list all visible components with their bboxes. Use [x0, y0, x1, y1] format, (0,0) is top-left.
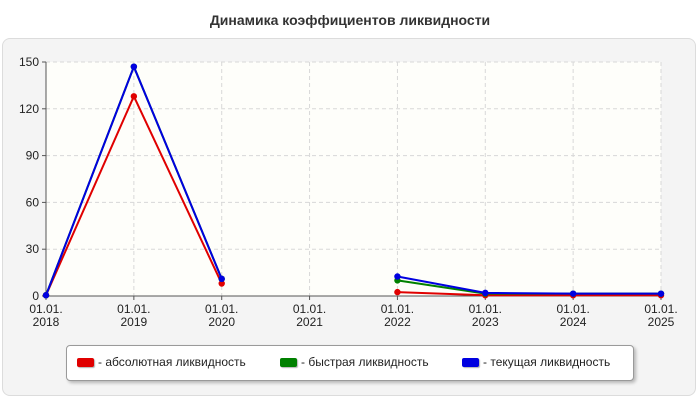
series-line-2: [397, 275, 661, 295]
legend-swatch-absolute: [77, 357, 94, 367]
x-tick-label: 01.01.: [556, 302, 589, 316]
data-point-2: [130, 63, 138, 70]
legend-label-quick: - быстрая ликвидность: [301, 355, 429, 369]
x-tick-label: 2019: [121, 315, 148, 329]
x-tick-label: 2018: [33, 315, 60, 329]
x-tick-label: 2024: [560, 315, 587, 329]
legend-swatch-current: [462, 357, 479, 367]
x-tick-label: 01.01.: [644, 302, 677, 316]
data-point-2: [394, 273, 401, 280]
x-tick-label: 01.01.: [381, 302, 414, 316]
x-tick-label: 01.01.: [205, 302, 238, 316]
data-point-2: [569, 290, 577, 297]
x-tick-label: 01.01.: [293, 302, 326, 316]
x-tick-label: 2022: [384, 315, 411, 329]
chart-legend: - абсолютная ликвидность - быстрая ликви…: [66, 345, 634, 381]
y-tick-label: 30: [26, 242, 40, 256]
legend-label-absolute: - абсолютная ликвидность: [98, 355, 246, 369]
legend-item-absolute: - абсолютная ликвидность: [77, 354, 246, 370]
y-tick-label: 0: [32, 289, 39, 303]
x-tick-label: 2021: [296, 315, 323, 329]
data-point-0: [394, 288, 401, 296]
legend-label-current: - текущая ликвидность: [483, 355, 611, 369]
x-tick-label: 01.01.: [117, 302, 150, 316]
x-tick-label: 2025: [648, 315, 675, 329]
y-tick-label: 120: [19, 102, 39, 116]
plot-area: [46, 62, 661, 296]
legend-item-quick: - быстрая ликвидность: [280, 354, 429, 370]
x-tick-label: 2020: [208, 315, 235, 329]
data-point-2: [482, 289, 489, 297]
data-point-0: [130, 93, 138, 100]
chart-title: Динамика коэффициентов ликвидности: [209, 12, 491, 28]
series-line-0: [397, 291, 661, 297]
data-point-2: [657, 290, 665, 297]
y-tick-label: 60: [26, 195, 40, 209]
y-tick-label: 150: [19, 55, 39, 69]
x-tick-label: 01.01.: [29, 302, 62, 316]
x-tick-label: 2023: [472, 315, 499, 329]
x-tick-label: 01.01.: [469, 302, 502, 316]
legend-swatch-quick: [280, 357, 297, 367]
y-tick-label: 90: [26, 149, 40, 163]
data-point-2: [42, 292, 50, 299]
data-point-2: [218, 275, 225, 283]
data-point-0: [218, 280, 225, 287]
legend-item-current: - текущая ликвидность: [462, 354, 610, 370]
